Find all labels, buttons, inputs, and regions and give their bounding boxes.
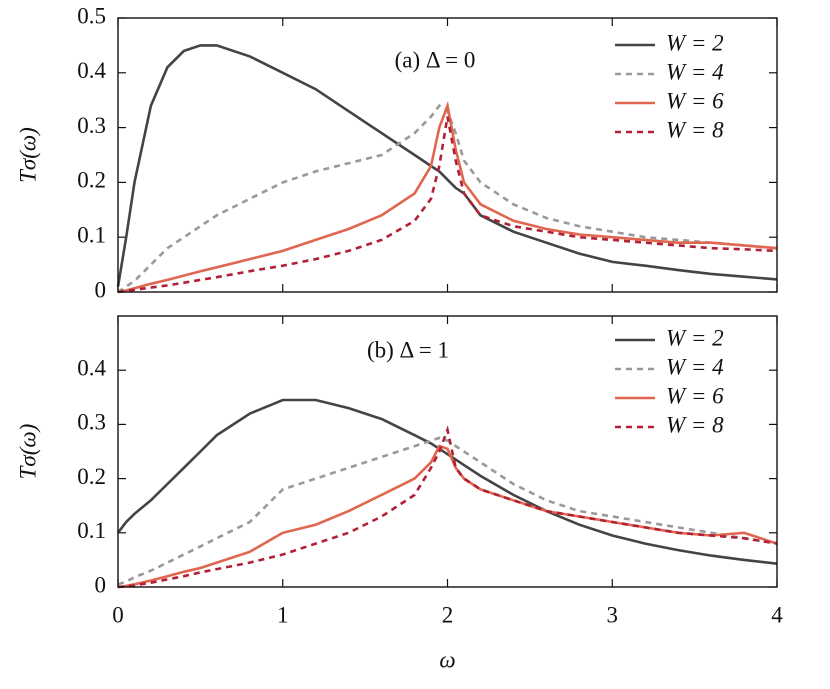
y-axis-label: Tσ(ω) [15, 424, 40, 480]
series-line [117, 100, 778, 294]
y-tick-label: 0.1 [77, 222, 106, 247]
series-line [117, 436, 778, 586]
legend-label: W = 2 [666, 30, 724, 55]
legend-label: W = 6 [666, 88, 724, 113]
y-tick-label: 0.1 [77, 518, 106, 543]
legend-label: W = 4 [666, 354, 724, 379]
series-line [116, 398, 778, 565]
y-tick-label: 0.3 [77, 410, 106, 435]
y-tick-label: 0.4 [77, 58, 106, 83]
y-axis-label: Tσ(ω) [15, 127, 40, 183]
series-line [117, 116, 778, 294]
legend-label: W = 8 [666, 412, 724, 437]
x-tick-label: 0 [112, 602, 124, 627]
x-tick-label: 1 [277, 602, 289, 627]
y-tick-label: 0 [95, 572, 107, 597]
x-tick-label: 3 [607, 602, 619, 627]
x-axis-label: ω [439, 647, 455, 672]
plot-frame [117, 17, 778, 293]
series-line [117, 444, 778, 589]
annotation: (b) Δ = 1 [367, 337, 449, 362]
legend-label: W = 4 [666, 59, 724, 84]
y-tick-label: 0.2 [77, 464, 106, 489]
x-tick-label: 4 [771, 602, 783, 627]
series-line [117, 103, 778, 294]
y-tick-label: 0 [95, 277, 107, 302]
y-tick-label: 0.3 [77, 113, 106, 138]
x-tick-label: 2 [442, 602, 454, 627]
y-tick-label: 0.5 [77, 3, 106, 28]
legend-label: W = 2 [666, 325, 724, 350]
legend-label: W = 6 [666, 383, 724, 408]
legend-label: W = 8 [666, 117, 724, 142]
annotation: (a) Δ = 0 [395, 47, 476, 72]
y-tick-label: 0.2 [77, 168, 106, 193]
series-line [117, 425, 778, 589]
y-tick-label: 0.4 [77, 355, 106, 380]
plot-frame [117, 315, 778, 588]
